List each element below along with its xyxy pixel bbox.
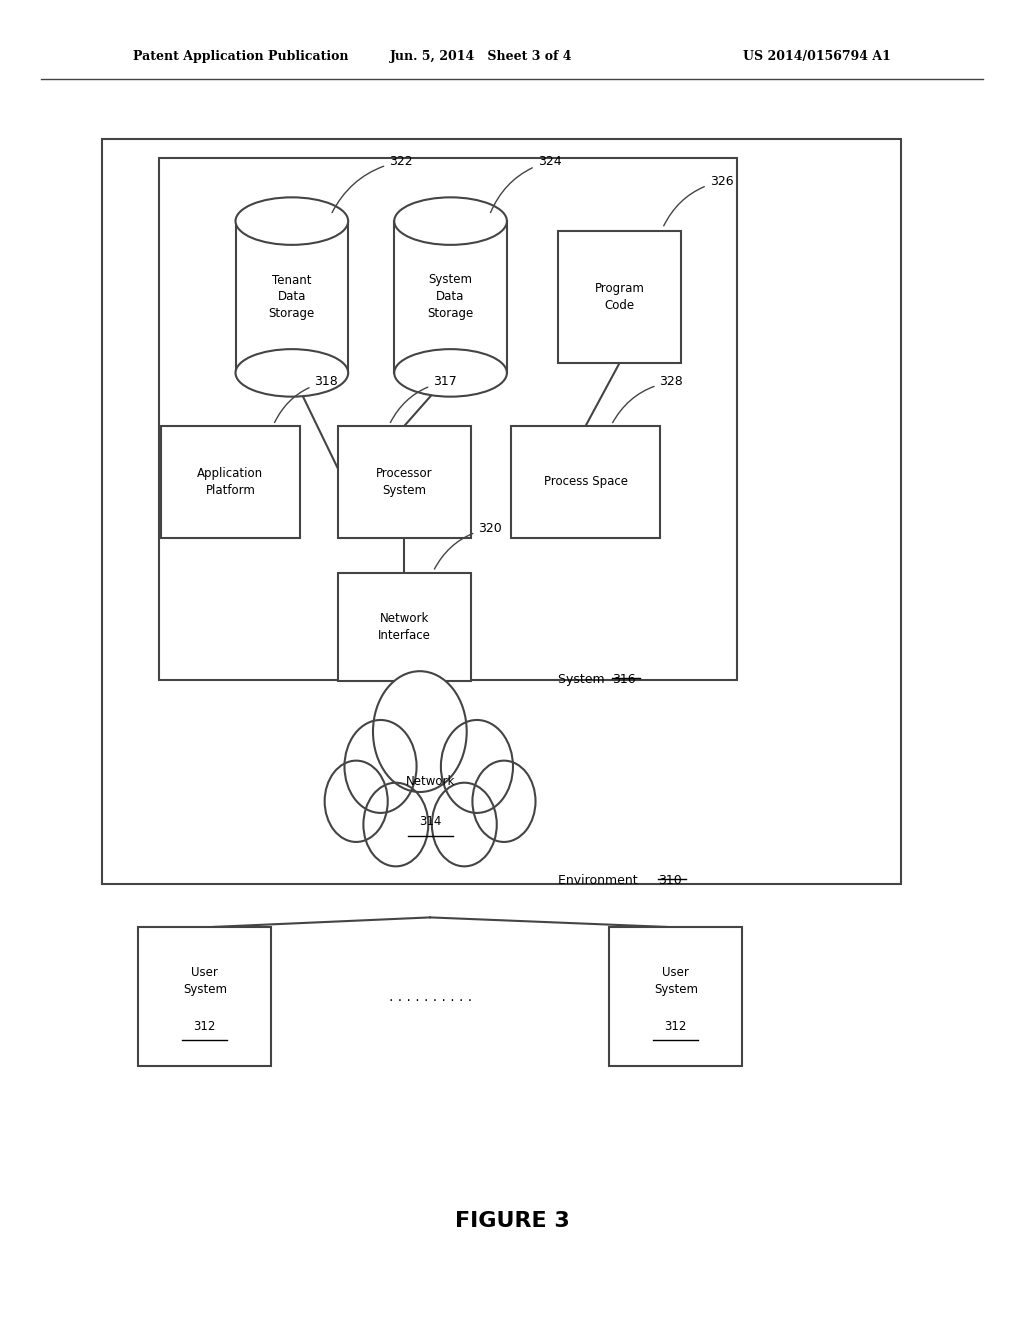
Text: 316: 316 bbox=[612, 673, 636, 686]
FancyBboxPatch shape bbox=[558, 231, 681, 363]
Text: User
System: User System bbox=[654, 966, 697, 995]
Circle shape bbox=[441, 719, 513, 813]
Circle shape bbox=[472, 760, 536, 842]
Text: Program
Code: Program Code bbox=[595, 282, 644, 312]
Text: FIGURE 3: FIGURE 3 bbox=[455, 1210, 569, 1232]
Text: 320: 320 bbox=[434, 521, 502, 569]
Text: US 2014/0156794 A1: US 2014/0156794 A1 bbox=[743, 50, 891, 63]
Text: Process Space: Process Space bbox=[544, 475, 628, 488]
Text: 328: 328 bbox=[612, 375, 683, 422]
FancyBboxPatch shape bbox=[138, 927, 271, 1067]
Text: Processor
System: Processor System bbox=[376, 467, 433, 496]
Ellipse shape bbox=[394, 197, 507, 244]
Circle shape bbox=[344, 719, 417, 813]
Text: 326: 326 bbox=[664, 174, 733, 226]
FancyBboxPatch shape bbox=[338, 425, 471, 539]
Text: Network: Network bbox=[406, 775, 455, 788]
Text: . . . . . . . . . .: . . . . . . . . . . bbox=[388, 990, 472, 1003]
Text: 310: 310 bbox=[658, 874, 682, 887]
Text: Tenant
Data
Storage: Tenant Data Storage bbox=[268, 273, 315, 321]
FancyBboxPatch shape bbox=[609, 927, 742, 1067]
Ellipse shape bbox=[236, 197, 348, 244]
FancyBboxPatch shape bbox=[159, 158, 737, 680]
Text: 312: 312 bbox=[665, 1020, 687, 1034]
Text: 318: 318 bbox=[274, 375, 338, 422]
Text: Environment: Environment bbox=[558, 874, 642, 887]
Text: 322: 322 bbox=[332, 154, 413, 213]
Ellipse shape bbox=[394, 348, 507, 396]
FancyBboxPatch shape bbox=[511, 425, 659, 539]
Text: User
System: User System bbox=[183, 966, 226, 995]
Circle shape bbox=[325, 760, 388, 842]
FancyBboxPatch shape bbox=[236, 220, 348, 372]
Text: Jun. 5, 2014   Sheet 3 of 4: Jun. 5, 2014 Sheet 3 of 4 bbox=[390, 50, 572, 63]
Text: System: System bbox=[558, 673, 608, 686]
Text: 317: 317 bbox=[390, 375, 457, 422]
FancyBboxPatch shape bbox=[102, 139, 901, 884]
FancyBboxPatch shape bbox=[162, 425, 299, 539]
Circle shape bbox=[364, 783, 428, 866]
FancyBboxPatch shape bbox=[394, 220, 507, 372]
Text: Application
Platform: Application Platform bbox=[198, 467, 263, 496]
Text: Network
Interface: Network Interface bbox=[378, 612, 431, 642]
Circle shape bbox=[374, 719, 486, 865]
Circle shape bbox=[432, 783, 497, 866]
Text: System
Data
Storage: System Data Storage bbox=[427, 273, 474, 321]
Text: Patent Application Publication: Patent Application Publication bbox=[133, 50, 348, 63]
Circle shape bbox=[373, 671, 467, 792]
Text: 314: 314 bbox=[419, 814, 441, 828]
Text: 312: 312 bbox=[194, 1020, 216, 1034]
FancyBboxPatch shape bbox=[338, 573, 471, 681]
Ellipse shape bbox=[236, 348, 348, 396]
Text: 324: 324 bbox=[490, 154, 561, 213]
